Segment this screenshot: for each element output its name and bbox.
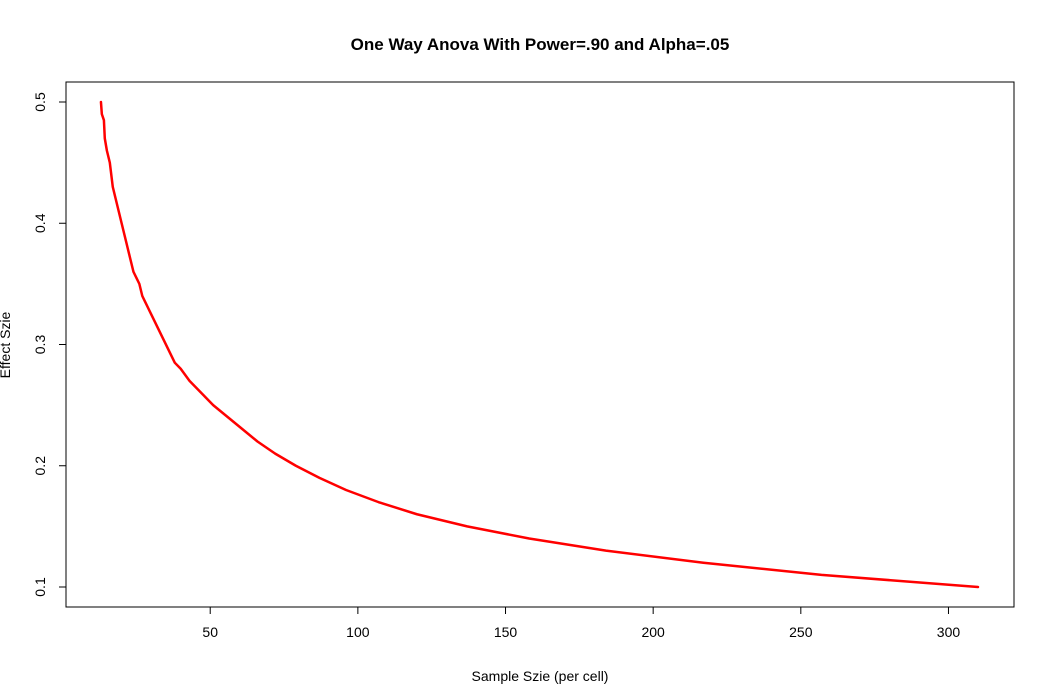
y-axis-label: Effect Szie [0,311,13,378]
series-line [99,100,980,589]
x-tick-label: 250 [789,624,813,640]
series-layer [99,100,980,589]
x-tick-label: 200 [641,624,665,640]
chart-title: One Way Anova With Power=.90 and Alpha=.… [351,35,730,54]
y-tick-label: 0.1 [32,577,48,597]
plot-frame [65,81,1015,608]
x-tick-label: 150 [494,624,518,640]
x-tick-label: 50 [202,624,218,640]
y-axis: 0.1 0.2 0.3 0.4 0.5 [32,92,66,597]
y-tick-label: 0.4 [32,213,48,233]
y-tick-label: 0.2 [32,456,48,476]
x-axis: 50 100 150 200 250 300 [202,607,960,640]
x-tick-label: 300 [937,624,961,640]
y-tick-label: 0.5 [32,92,48,112]
x-axis-label: Sample Szie (per cell) [472,668,609,684]
y-tick-label: 0.3 [32,335,48,355]
x-tick-label: 100 [346,624,370,640]
